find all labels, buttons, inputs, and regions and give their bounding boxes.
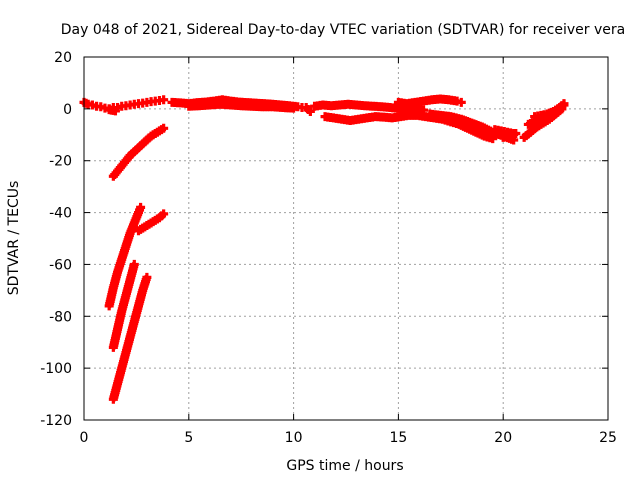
data-point [154,213,164,223]
series-s5 [133,209,169,236]
series-s14 [393,94,466,109]
x-tick-label: 5 [184,430,193,446]
data-point [159,123,169,133]
data-point [305,106,315,116]
series-s7 [108,272,152,404]
y-tick-label: -100 [40,361,72,377]
data-point [136,141,146,151]
series-s8 [104,95,169,114]
series-s12 [310,99,429,115]
y-tick-label: -40 [49,206,72,222]
data-point [129,259,139,269]
data-point [303,105,313,115]
data-point [289,103,299,113]
series-s10 [184,99,299,113]
series-s20 [530,99,569,122]
data-point [138,139,148,149]
data-point [419,105,429,115]
axis-ticks [83,56,609,421]
x-tick-label: 0 [80,430,89,446]
data-point [125,151,135,161]
data-point [110,106,120,116]
data-point [523,129,533,139]
x-tick-label: 25 [599,430,617,446]
data-point [140,137,150,147]
data-point [133,143,143,153]
y-tick-labels: -120 -100 -80 -60 -40 -20 0 20 [40,50,72,429]
grid-lines [84,57,608,420]
y-tick-label: -60 [49,257,72,273]
data-point [528,125,538,135]
data-point [127,149,137,159]
data-point [530,124,540,134]
series-s6 [108,259,139,352]
series-s4 [104,202,146,311]
data-point [136,202,146,212]
y-tick-label: -80 [49,309,72,325]
plot-frame [83,56,609,421]
x-axis-label: GPS time / hours [286,458,403,474]
x-tick-label: 10 [285,430,303,446]
data-point [525,127,535,137]
data-point [142,135,152,145]
data-point [557,101,567,111]
chart-title: Day 048 of 2021, Sidereal Day-to-day VTE… [61,22,625,38]
y-tick-label: 0 [63,102,72,118]
series-s3 [108,123,169,181]
y-axis-label: SDTVAR / TECUs [6,181,22,296]
data-point [555,103,565,113]
data-point [131,145,141,155]
data-point [521,131,531,141]
data-point [159,95,169,105]
data-point [509,135,519,145]
data-point [559,99,569,109]
data-point [488,134,498,144]
series-s11 [301,103,315,116]
data-point [519,132,529,142]
x-tick-label: 20 [494,430,512,446]
data-point [511,128,521,138]
data-point [142,272,152,282]
data-point [159,209,169,219]
y-tick-label: 20 [54,50,72,66]
series-s17 [498,128,521,142]
x-tick-label: 15 [389,430,407,446]
y-tick-label: -120 [40,413,72,429]
data-point [456,97,466,107]
data-point [157,211,167,221]
x-tick-labels: 0 5 10 15 20 25 [80,430,617,446]
data-point [129,147,139,157]
data-marks [79,94,569,404]
y-tick-label: -20 [49,154,72,170]
data-point [301,103,311,113]
data-point [144,133,154,143]
